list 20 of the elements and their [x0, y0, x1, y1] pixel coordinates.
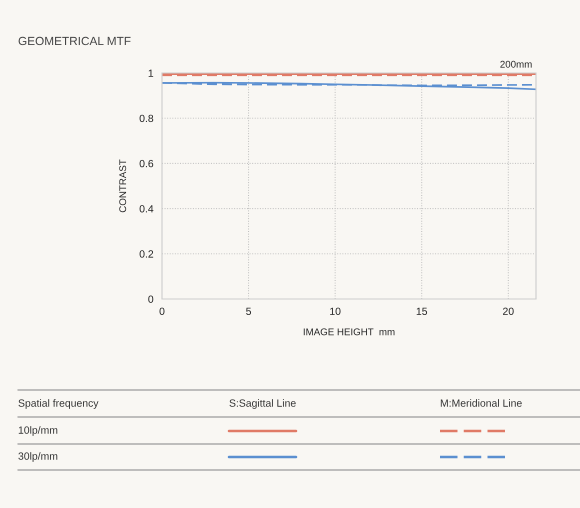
text: 10lp/mm: [18, 426, 58, 436]
y-tick-label: 0: [148, 296, 154, 303]
x-tick-label: 20: [503, 308, 514, 315]
legend-title: Spatial frequency: [18, 399, 98, 409]
y-tick-label: 0.6: [140, 160, 154, 168]
text: 30lp/mm: [18, 452, 58, 462]
y-tick-label: 0.4: [140, 205, 154, 212]
y-tick-label: 1: [148, 70, 154, 77]
text: S:Sagittal Line: [229, 399, 296, 409]
chart-title: GEOMETRICAL MTF: [18, 36, 131, 46]
x-tick-label: 15: [416, 308, 428, 315]
text: 200mm: [500, 60, 532, 68]
y-axis-title: CONTRAST: [119, 159, 126, 212]
x-axis-title: IMAGE HEIGHT mm: [304, 328, 394, 336]
x-tick-label: 5: [246, 308, 252, 315]
y-tick-label: 0.2: [140, 250, 154, 258]
x-tick-label: 10: [330, 308, 341, 315]
y-tick-label: 0.8: [140, 114, 154, 122]
text: M:Meridional Line: [440, 399, 522, 407]
x-tick-label: 0: [160, 308, 164, 315]
